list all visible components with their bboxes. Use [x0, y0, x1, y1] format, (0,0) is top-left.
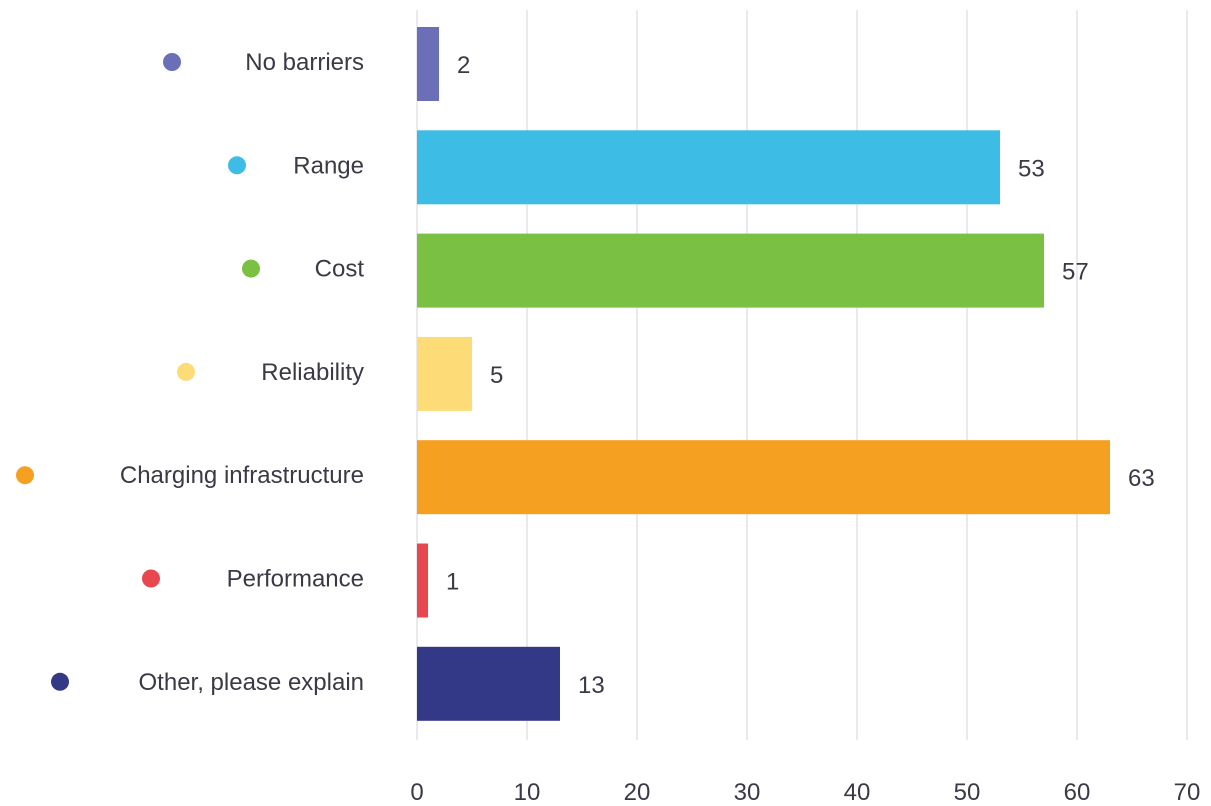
- x-tick-label: 70: [1174, 779, 1201, 806]
- data-label: 57: [1062, 259, 1089, 286]
- x-axis-ticks: 0 10 20 30 40 50 60 70: [410, 779, 1200, 806]
- data-label: 2: [457, 52, 470, 79]
- data-label: 5: [490, 362, 503, 389]
- data-labels: 2 53 57 5 63 1 13: [446, 52, 1155, 699]
- legend-dot-icon: [228, 156, 246, 175]
- category-label: Charging infrastructure: [120, 462, 364, 489]
- bar: [417, 646, 560, 721]
- bar: [417, 336, 472, 411]
- legend-dot-icon: [177, 362, 195, 381]
- data-label: 63: [1128, 465, 1155, 492]
- x-tick-label: 40: [844, 779, 871, 806]
- category-label: Other, please explain: [139, 669, 364, 696]
- category-label: Performance: [227, 566, 364, 593]
- category-labels: No barriers Range Cost Reliability Charging …: [16, 49, 364, 696]
- legend-dot-icon: [51, 672, 69, 691]
- category-label: Cost: [315, 256, 365, 283]
- x-tick-label: 50: [954, 779, 981, 806]
- data-label: 13: [578, 672, 605, 699]
- bar: [417, 440, 1110, 515]
- bar: [417, 27, 439, 101]
- category-label: No barriers: [245, 49, 364, 76]
- x-tick-label: 60: [1064, 779, 1091, 806]
- x-tick-label: 30: [734, 779, 761, 806]
- x-tick-label: 10: [514, 779, 541, 806]
- bar: [417, 233, 1044, 308]
- bar: [417, 543, 428, 618]
- data-label: 53: [1018, 155, 1045, 182]
- legend-dot-icon: [242, 259, 260, 278]
- bar: [417, 130, 1000, 205]
- data-label: 1: [446, 569, 459, 596]
- category-label: Range: [293, 152, 364, 179]
- x-tick-label: 0: [410, 779, 423, 806]
- category-label: Reliability: [261, 359, 364, 386]
- bars: [417, 27, 1110, 721]
- grid-lines: [416, 10, 1188, 740]
- x-tick-label: 20: [624, 779, 651, 806]
- legend-dot-icon: [16, 466, 34, 485]
- legend-dot-icon: [142, 569, 160, 588]
- legend-dot-icon: [163, 53, 181, 71]
